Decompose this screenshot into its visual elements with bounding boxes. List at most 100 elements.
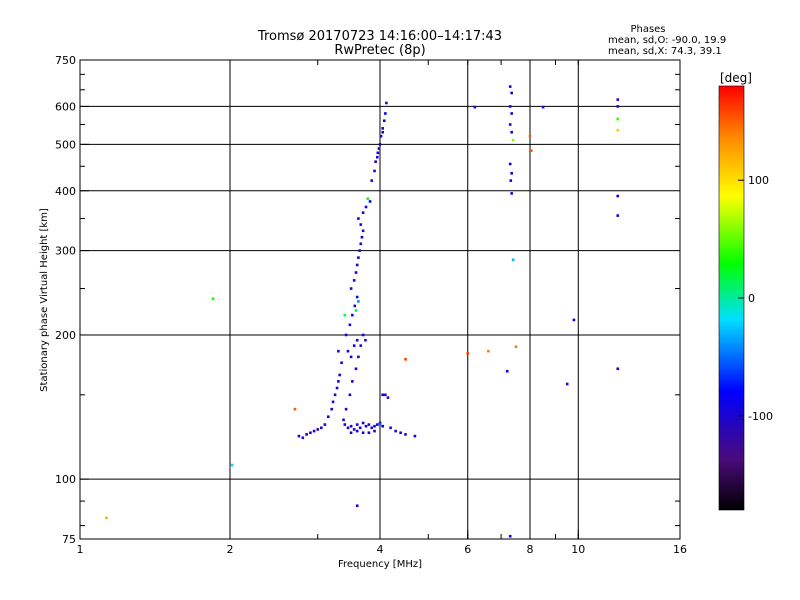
data-point [309, 431, 312, 435]
data-point [361, 421, 365, 425]
data-point [373, 169, 376, 173]
x-tick-label: 1 [77, 543, 84, 556]
data-point [381, 127, 384, 130]
data-point [348, 323, 352, 327]
data-point [385, 101, 388, 105]
data-point [616, 105, 620, 108]
data-point [541, 105, 545, 109]
data-point [367, 423, 371, 426]
data-point [357, 355, 360, 359]
data-point [373, 424, 376, 428]
data-point [359, 242, 363, 246]
x-tick-label: 8 [527, 543, 534, 556]
data-point [353, 304, 357, 308]
data-point [510, 172, 513, 175]
data-point [508, 123, 512, 126]
data-point [357, 217, 360, 220]
data-point [355, 263, 359, 267]
colorbar-tick-label: -100 [748, 410, 773, 423]
data-point [565, 382, 569, 386]
y-tick-label: 500 [55, 138, 76, 151]
data-point [367, 431, 371, 435]
data-point [352, 279, 356, 282]
data-point [344, 333, 348, 337]
data-point [361, 211, 365, 214]
chart-subtitle: RwPretec (8p) [334, 43, 425, 58]
data-point [349, 431, 353, 435]
data-point [354, 367, 358, 371]
data-point [466, 352, 470, 355]
data-point [381, 130, 384, 134]
data-point [352, 344, 356, 347]
data-point [511, 138, 515, 142]
data-point [354, 271, 358, 274]
data-point [509, 179, 513, 182]
data-point [312, 429, 316, 433]
data-point [364, 424, 368, 428]
data-point [366, 197, 370, 201]
data-point [404, 357, 407, 361]
data-point [230, 463, 234, 467]
data-point [351, 313, 354, 317]
data-point [349, 355, 353, 359]
data-point [320, 426, 323, 430]
data-point [616, 98, 620, 101]
data-point [357, 300, 360, 303]
x-tick-label: 6 [464, 543, 471, 556]
data-point [355, 504, 359, 508]
data-point [357, 256, 360, 259]
data-point [355, 295, 359, 299]
data-point [374, 160, 377, 163]
y-tick-label: 75 [62, 533, 76, 546]
data-point [346, 426, 350, 430]
data-point [381, 393, 384, 397]
data-point [323, 423, 327, 426]
y-tick-label: 400 [55, 185, 76, 198]
x-axis-ticks: 1 2 4 6 8 10 16 [77, 60, 687, 556]
data-point [349, 287, 353, 290]
phases-x-stats: mean, sd,X: 74.3, 39.1 [608, 46, 722, 57]
data-point [335, 386, 339, 390]
data-point [389, 426, 392, 430]
data-point [364, 338, 367, 342]
data-point [413, 434, 417, 438]
data-point [370, 179, 374, 182]
data-point [337, 380, 340, 383]
y-axis-label: Stationary phase Virtual Height [km] [39, 208, 50, 392]
x-tick-label: 4 [377, 543, 384, 556]
data-point [316, 428, 320, 431]
data-point [378, 421, 382, 425]
data-point [510, 130, 513, 134]
data-point [508, 534, 512, 538]
chart-title: Tromsø 20170723 14:16:00–14:17:43 [257, 29, 502, 44]
data-point [301, 436, 305, 440]
data-point [616, 367, 620, 371]
data-point [384, 393, 387, 397]
data-point [370, 426, 374, 430]
data-point [382, 119, 386, 123]
y-tick-label: 100 [55, 473, 76, 486]
data-point [510, 192, 513, 195]
data-point [346, 349, 350, 353]
y-tick-label: 750 [55, 54, 76, 67]
x-tick-label: 16 [673, 543, 687, 556]
phases-o-stats: mean, sd,O: -90.0, 19.9 [608, 35, 726, 46]
data-points [105, 85, 620, 538]
data-point [359, 223, 363, 226]
data-point [342, 418, 345, 422]
data-point [394, 429, 397, 433]
data-point [361, 431, 365, 435]
data-point [358, 249, 361, 252]
data-point [378, 143, 382, 146]
data-point [105, 516, 108, 520]
data-point [355, 429, 359, 433]
data-point [473, 105, 477, 109]
data-point [381, 424, 384, 428]
data-point [354, 309, 358, 312]
x-axis-label: Frequency [MHz] [338, 559, 422, 570]
data-point [361, 229, 365, 233]
data-point [355, 338, 359, 342]
data-point [338, 373, 341, 377]
data-point [359, 344, 363, 347]
data-point [373, 429, 376, 433]
